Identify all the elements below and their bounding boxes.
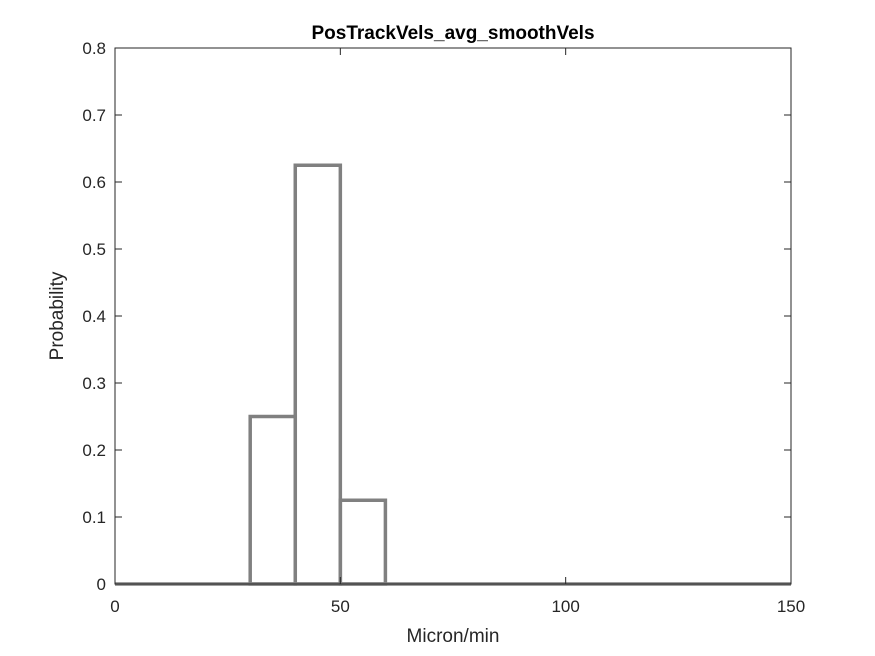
y-axis-label: Probability bbox=[47, 271, 68, 360]
y-tick-label: 0.5 bbox=[82, 240, 106, 259]
y-tick-label: 0 bbox=[97, 575, 106, 594]
y-tick-label: 0.2 bbox=[82, 441, 106, 460]
y-tick-label: 0.4 bbox=[82, 307, 106, 326]
x-tick-label: 50 bbox=[331, 597, 350, 616]
x-tick-label: 0 bbox=[110, 597, 119, 616]
y-tick-label: 0.8 bbox=[82, 39, 106, 58]
x-tick-label: 100 bbox=[551, 597, 579, 616]
x-axis-label: Micron/min bbox=[407, 626, 500, 647]
y-tick-label: 0.7 bbox=[82, 106, 106, 125]
y-tick-label: 0.1 bbox=[82, 508, 106, 527]
y-axis-ticks: 0 0.1 0.2 0.3 0.4 0.5 0.6 0.7 0.8 bbox=[82, 39, 791, 594]
chart-title: PosTrackVels_avg_smoothVels bbox=[311, 23, 594, 44]
y-tick-label: 0.3 bbox=[82, 374, 106, 393]
y-tick-label: 0.6 bbox=[82, 173, 106, 192]
x-axis-ticks: 0 50 100 150 bbox=[110, 48, 805, 616]
x-tick-label: 150 bbox=[777, 597, 805, 616]
